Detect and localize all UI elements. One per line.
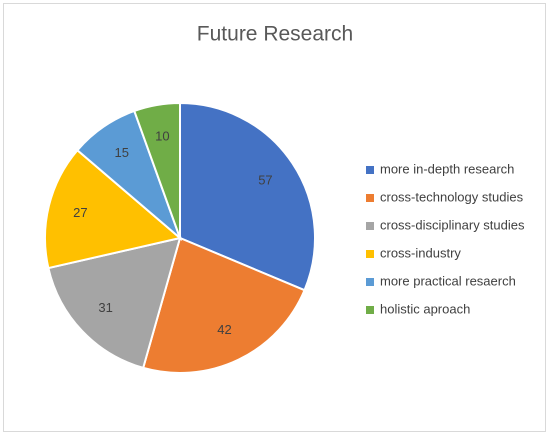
legend-swatch: [366, 278, 374, 286]
legend-label: cross-disciplinary studies: [380, 217, 525, 232]
data-label: 27: [73, 205, 87, 220]
legend-label: holistic aproach: [380, 301, 470, 316]
pie-slice: [141, 236, 306, 374]
legend-label: cross-industry: [380, 245, 461, 260]
pie-slice: [47, 236, 182, 370]
data-label: 31: [98, 300, 112, 315]
pie-slice: [44, 148, 183, 270]
data-label: 42: [217, 322, 231, 337]
pie-slice: [179, 101, 316, 292]
legend-label: cross-technology studies: [380, 189, 524, 204]
legend-swatch: [366, 194, 374, 202]
legend-swatch: [366, 250, 374, 258]
data-label: 15: [114, 145, 128, 160]
chart-title: Future Research: [197, 23, 353, 46]
legend-label: more practical resaerch: [380, 273, 516, 288]
pie-slice: [133, 101, 181, 239]
data-label: 10: [155, 128, 169, 143]
legend-swatch: [366, 222, 374, 230]
legend-swatch: [366, 166, 374, 174]
data-label: 57: [258, 173, 272, 188]
legend-label: more in-depth research: [380, 161, 514, 176]
legend-swatch: [366, 306, 374, 314]
